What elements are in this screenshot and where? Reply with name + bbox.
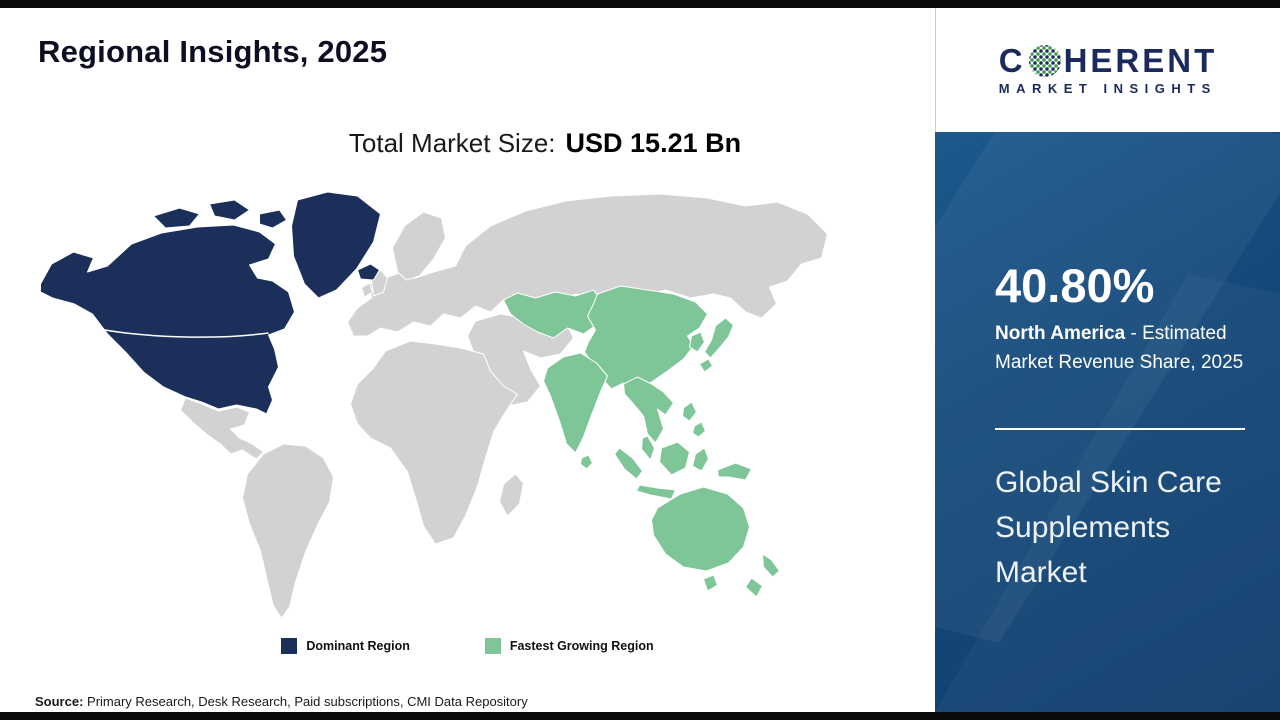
- coherent-globe-icon: [1028, 44, 1061, 77]
- page-title: Regional Insights, 2025: [38, 34, 388, 69]
- region-africa: [350, 340, 518, 545]
- us-canada-border-line: [93, 327, 269, 338]
- map-legend: Dominant Region Fastest Growing Region: [0, 638, 935, 654]
- region-java: [636, 484, 676, 500]
- region-japan-main: [704, 317, 734, 359]
- region-japan-south: [699, 358, 713, 373]
- market-size-heading: Total Market Size: USD 15.21 Bn: [110, 128, 980, 159]
- region-new-zealand-south: [745, 577, 763, 598]
- world-map-svg: [40, 191, 828, 619]
- logo-letter-c: C: [998, 42, 1026, 79]
- source-text: Primary Research, Desk Research, Paid su…: [83, 694, 528, 709]
- dominant-region-swatch: [281, 638, 298, 654]
- fastest-growing-region-swatch: [484, 638, 501, 654]
- bottom-border-bar: [0, 712, 1280, 720]
- region-sri-lanka: [580, 454, 593, 470]
- region-ireland: [361, 282, 373, 298]
- revenue-share-description: North America - Estimated Market Revenue…: [995, 320, 1261, 377]
- region-india: [543, 352, 608, 454]
- coherent-logo: C HERENT MARKET INSIGHTS: [999, 44, 1218, 96]
- region-china: [584, 285, 708, 392]
- region-arctic-island-2: [209, 199, 250, 221]
- logo-tagline: MARKET INSIGHTS: [998, 81, 1217, 96]
- market-name: Global Skin Care Supplements Market: [995, 466, 1222, 589]
- region-europe-russia: [347, 193, 828, 337]
- panel-divider-line: [995, 428, 1245, 430]
- region-madagascar: [499, 473, 524, 517]
- region-borneo: [659, 441, 690, 476]
- market-size-label: Total Market Size:: [348, 128, 556, 158]
- logo-letters-rest: HERENT: [1063, 42, 1218, 79]
- region-sumatra: [614, 447, 643, 480]
- top-border-bar: [0, 0, 1280, 8]
- region-philippines-south: [692, 421, 706, 438]
- region-new-zealand-north: [762, 553, 780, 578]
- legend-item-dominant: Dominant Region: [281, 638, 410, 654]
- brand-logo-area: C HERENT MARKET INSIGHTS: [935, 8, 1280, 132]
- fastest-growing-region-label: Fastest Growing Region: [509, 639, 654, 653]
- revenue-share-caption: - Estimated Market Revenue Share, 2025: [995, 323, 1244, 373]
- region-philippines-north: [682, 401, 697, 422]
- map-panel: Regional Insights, 2025 Total Market Siz…: [0, 8, 935, 712]
- source-label: Source:: [35, 694, 84, 709]
- dominant-region-label: Dominant Region: [306, 639, 410, 653]
- region-tasmania: [703, 574, 718, 592]
- region-korea: [689, 331, 705, 353]
- region-sulawesi: [692, 447, 709, 472]
- region-arctic-island-3: [259, 209, 287, 229]
- region-malay-peninsula: [641, 435, 655, 461]
- market-size-value: USD 15.21 Bn: [565, 128, 742, 158]
- source-line: Source: Primary Research, Desk Research,…: [35, 694, 528, 709]
- region-australia: [651, 486, 750, 572]
- region-mexico-central-america: [180, 397, 264, 460]
- revenue-share-value: 40.80%: [995, 259, 1155, 312]
- region-scandinavia: [392, 211, 446, 281]
- region-arctic-island-1: [153, 207, 200, 229]
- region-iceland: [357, 263, 380, 281]
- region-greenland: [291, 191, 381, 299]
- region-south-america: [242, 443, 334, 619]
- legend-item-fastest-growing: Fastest Growing Region: [484, 638, 654, 654]
- revenue-share-region: North America: [995, 323, 1126, 344]
- region-southeast-asia: [623, 376, 674, 444]
- region-north-america: [40, 224, 295, 415]
- world-map: [28, 186, 843, 626]
- logo-wordmark: C HERENT: [999, 44, 1218, 77]
- region-new-guinea: [717, 462, 752, 481]
